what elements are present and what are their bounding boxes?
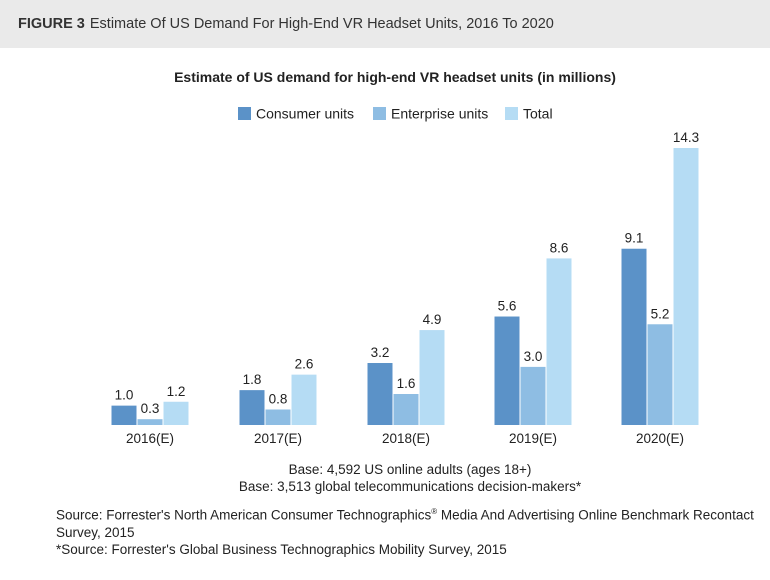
bar-enterprise-units-2016-e <box>137 419 163 425</box>
bar-total-2016-e <box>163 401 189 425</box>
source-notes: Source: Forrester's North American Consu… <box>56 503 756 558</box>
value-label-total-2016-e: 1.2 <box>167 384 186 399</box>
legend-swatch-consumer-units <box>238 107 251 120</box>
value-label-consumer-units-2016-e: 1.0 <box>115 388 134 403</box>
source-note-2: *Source: Forrester's Global Business Tec… <box>56 541 507 557</box>
value-label-consumer-units-2020-e: 9.1 <box>625 231 644 246</box>
legend-label-enterprise-units: Enterprise units <box>391 106 488 122</box>
bar-enterprise-units-2017-e <box>265 409 291 425</box>
x-tick-label-2017-e: 2017(E) <box>254 431 302 446</box>
x-tick-label-2016-e: 2016(E) <box>126 431 174 446</box>
value-label-total-2018-e: 4.9 <box>423 312 442 327</box>
chart-title: Estimate of US demand for high-end VR he… <box>174 69 616 85</box>
value-label-consumer-units-2019-e: 5.6 <box>498 299 517 314</box>
bar-consumer-units-2019-e <box>494 316 520 425</box>
base-notes: Base: 4,592 US online adults (ages 18+) … <box>0 461 770 495</box>
bars-group: 1.0 0.3 1.2 1.8 0.8 2.6 3.2 1.6 4.9 5.6 3.0 8.6 9.1 5… <box>111 130 699 425</box>
figure-number: FIGURE 3 <box>18 16 85 32</box>
legend: Consumer units Enterprise units Total <box>238 106 553 122</box>
registered-mark: ® <box>431 507 438 516</box>
bar-consumer-units-2020-e <box>621 248 647 425</box>
source-note-1-text-a: Source: Forrester's North American Consu… <box>56 507 432 523</box>
figure-title: Estimate Of US Demand For High-End VR He… <box>89 16 554 32</box>
base-note-2: Base: 3,513 global telecommunications de… <box>238 479 582 494</box>
value-label-enterprise-units-2020-e: 5.2 <box>651 306 670 321</box>
value-label-total-2017-e: 2.6 <box>295 357 314 372</box>
legend-swatch-total <box>505 107 518 120</box>
value-label-enterprise-units-2016-e: 0.3 <box>141 401 160 416</box>
chart: Estimate of US demand for high-end VR he… <box>111 69 699 446</box>
legend-label-total: Total <box>523 106 553 122</box>
value-label-total-2020-e: 14.3 <box>673 130 699 145</box>
x-tick-label-2020-e: 2020(E) <box>636 431 684 446</box>
bar-total-2017-e <box>291 374 317 425</box>
source-note-1-text-b: Media And Advertising Online Benchmark R… <box>56 507 754 540</box>
x-tick-label-2018-e: 2018(E) <box>382 431 430 446</box>
bar-consumer-units-2018-e <box>367 363 393 425</box>
bar-total-2018-e <box>419 330 445 425</box>
bar-enterprise-units-2018-e <box>393 394 419 425</box>
value-label-consumer-units-2017-e: 1.8 <box>243 372 262 387</box>
value-label-enterprise-units-2017-e: 0.8 <box>269 392 288 407</box>
bar-total-2019-e <box>546 258 572 425</box>
value-label-enterprise-units-2019-e: 3.0 <box>524 349 543 364</box>
x-tick-label-2019-e: 2019(E) <box>509 431 557 446</box>
base-note-1: Base: 4,592 US online adults (ages 18+) <box>288 462 532 477</box>
value-label-total-2019-e: 8.6 <box>550 240 569 255</box>
figure-header: FIGURE 3 Estimate Of US Demand For High-… <box>0 0 770 48</box>
bar-enterprise-units-2020-e <box>647 324 673 425</box>
value-label-enterprise-units-2018-e: 1.6 <box>397 376 416 391</box>
legend-label-consumer-units: Consumer units <box>256 106 354 122</box>
bar-enterprise-units-2019-e <box>520 366 546 425</box>
bar-consumer-units-2016-e <box>111 405 137 425</box>
legend-swatch-enterprise-units <box>373 107 386 120</box>
x-axis-labels: 2016(E) 2017(E) 2018(E) 2019(E) 2020(E) <box>126 431 684 446</box>
value-label-consumer-units-2018-e: 3.2 <box>371 345 390 360</box>
bar-consumer-units-2017-e <box>239 390 265 425</box>
source-note-1: Source: Forrester's North American Consu… <box>56 503 756 541</box>
bar-total-2020-e <box>673 148 699 425</box>
